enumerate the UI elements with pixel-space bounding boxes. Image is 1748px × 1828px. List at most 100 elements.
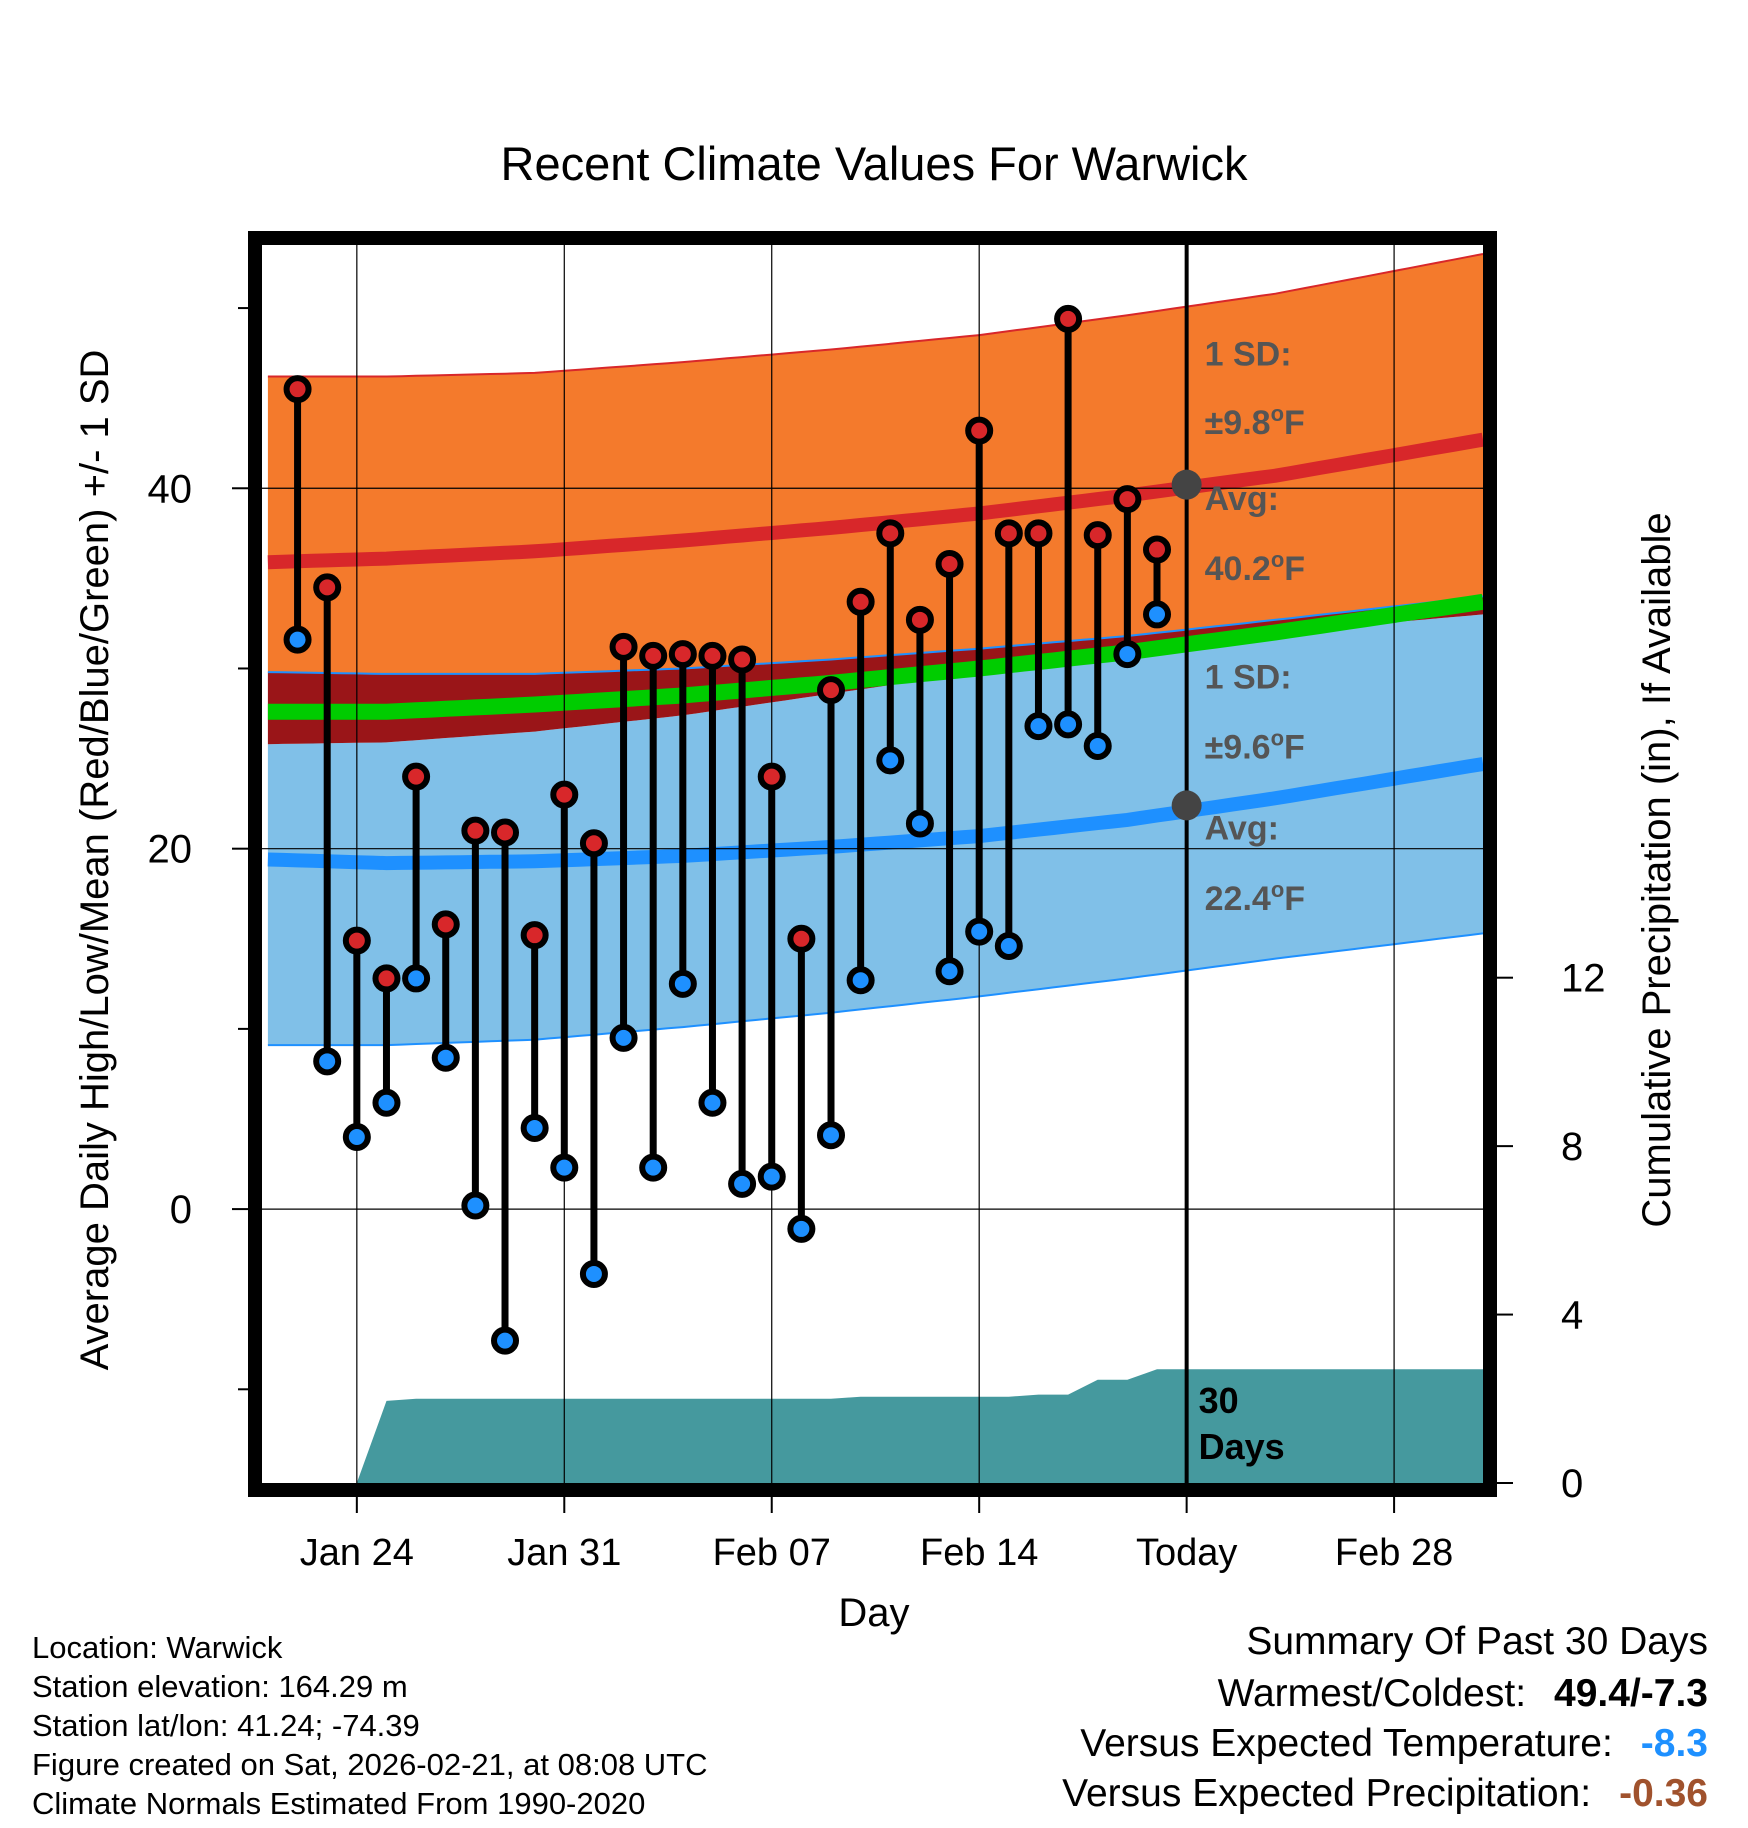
precip-area	[356, 1369, 1483, 1483]
daily-high-point	[994, 519, 1023, 548]
daily-high-point	[817, 676, 846, 705]
x-tick-label: Feb 14	[920, 1532, 1038, 1574]
warm-cold-label: Warmest/Coldest:	[1217, 1672, 1527, 1715]
low-sd-annotation-value: ±9.6	[1205, 729, 1271, 767]
summary-heading: Summary Of Past 30 Days	[1246, 1620, 1708, 1663]
daily-low-point	[668, 969, 697, 998]
daily-low-point	[1083, 731, 1112, 760]
daily-low-point	[313, 1047, 342, 1076]
daily-high-point	[1083, 521, 1112, 550]
daily-high-point	[728, 645, 757, 674]
daily-high-point	[1113, 485, 1142, 514]
daily-low-point	[609, 1023, 638, 1052]
y2-tick-label: 0	[1561, 1462, 1583, 1506]
y2-tick-label: 12	[1561, 957, 1606, 1001]
created-text: Figure created on Sat, 2026-02-21, at 08…	[32, 1747, 708, 1782]
x-tick-label: Jan 31	[507, 1532, 621, 1574]
daily-low-point	[994, 931, 1023, 960]
daily-high-point	[1143, 535, 1172, 564]
daily-high-point	[313, 573, 342, 602]
low-lower-edge	[267, 932, 1483, 1047]
daily-low-point	[639, 1153, 668, 1182]
daily-low-point	[520, 1113, 549, 1142]
high-sd-annotation: ±9.8oF	[1205, 401, 1305, 442]
daily-high-point	[935, 549, 964, 578]
y2-tick-label: 8	[1561, 1125, 1583, 1169]
daily-low-point	[935, 957, 964, 986]
x-tick-label: Feb 07	[713, 1532, 831, 1574]
daily-low-point	[757, 1162, 786, 1191]
daily-low-point	[461, 1191, 490, 1220]
y-tick-label: 40	[148, 467, 193, 511]
warm-cold-value: 49.4/-7.3	[1554, 1672, 1708, 1715]
unit-f: F	[1284, 880, 1305, 918]
temp-anomaly-value: -8.3	[1640, 1722, 1708, 1765]
y2-axis-label: Cumulative Precipitation (in), If Availa…	[1635, 512, 1679, 1227]
y-axis-label: Average Daily High/Low/Mean (Red/Blue/Gr…	[73, 350, 117, 1371]
y-tick-label: 20	[148, 828, 193, 872]
daily-high-point	[1024, 519, 1053, 548]
daily-low-point	[372, 1088, 401, 1117]
daily-low-point	[817, 1121, 846, 1150]
daily-low-point	[698, 1088, 727, 1117]
daily-high-point	[846, 587, 875, 616]
daily-low-point	[1143, 600, 1172, 629]
daily-low-point	[283, 625, 312, 654]
daily-high-point	[787, 924, 816, 953]
daily-high-point	[757, 762, 786, 791]
temp-anomaly-label: Versus Expected Temperature:	[1080, 1722, 1613, 1765]
daily-high-point	[372, 964, 401, 993]
low-avg-annotation-value: 22.4	[1205, 880, 1271, 918]
unit-f: F	[1284, 404, 1305, 442]
high-upper-edge	[267, 253, 1483, 378]
daily-high-point	[876, 519, 905, 548]
high-sd-annotation-value: ±9.8	[1205, 404, 1271, 442]
high-avg-label: Avg:	[1205, 480, 1279, 518]
daily-high-point	[550, 780, 579, 809]
days-count-label: 30	[1199, 1380, 1239, 1421]
daily-low-point	[1113, 640, 1142, 669]
precip-anomaly-value: -0.36	[1619, 1772, 1708, 1815]
station-info: Location: Warwick Station elevation: 164…	[32, 1628, 708, 1823]
high-avg-annotation: 40.2oF	[1205, 547, 1305, 588]
unit-degree: o	[1271, 726, 1284, 751]
unit-f: F	[1284, 550, 1305, 588]
today-avg-low-marker	[1171, 790, 1202, 821]
daily-high-point	[639, 641, 668, 670]
daily-high-point	[609, 632, 638, 661]
low-sd-band	[267, 614, 1483, 1046]
daily-low-point	[728, 1169, 757, 1198]
precip-anomaly-label: Versus Expected Precipitation:	[1062, 1772, 1592, 1815]
days-text-label: Days	[1199, 1426, 1285, 1467]
daily-low-point	[905, 809, 934, 838]
low-avg-label: Avg:	[1205, 810, 1279, 848]
mean-avg-line	[267, 593, 1483, 720]
daily-high-point	[698, 641, 727, 670]
summary-row-precip: Versus Expected Precipitation: -0.36	[808, 1772, 1708, 1822]
daily-low-point	[1024, 712, 1053, 741]
summary-row-temp: Versus Expected Temperature: -8.3	[808, 1722, 1708, 1772]
daily-low-point	[965, 917, 994, 946]
high-lower-edge	[267, 595, 1483, 675]
daily-high-point	[491, 818, 520, 847]
daily-high-point	[342, 926, 371, 955]
high-sd-label: 1 SD:	[1205, 336, 1292, 374]
x-tick-label: Today	[1136, 1532, 1237, 1574]
unit-degree: o	[1271, 877, 1284, 902]
daily-low-point	[550, 1153, 579, 1182]
daily-low-point	[491, 1326, 520, 1355]
today-avg-high-marker	[1171, 469, 1202, 500]
latlon-text: Station lat/lon: 41.24; -74.39	[32, 1708, 420, 1743]
low-avg-annotation: 22.4oF	[1205, 877, 1305, 918]
daily-high-point	[461, 816, 490, 845]
x-tick-label: Feb 28	[1335, 1532, 1453, 1574]
unit-degree: o	[1271, 401, 1284, 426]
daily-low-point	[1054, 710, 1083, 739]
daily-low-point	[579, 1259, 608, 1288]
low-sd-label: 1 SD:	[1205, 658, 1292, 696]
daily-high-point	[402, 762, 431, 791]
daily-high-point	[579, 829, 608, 858]
